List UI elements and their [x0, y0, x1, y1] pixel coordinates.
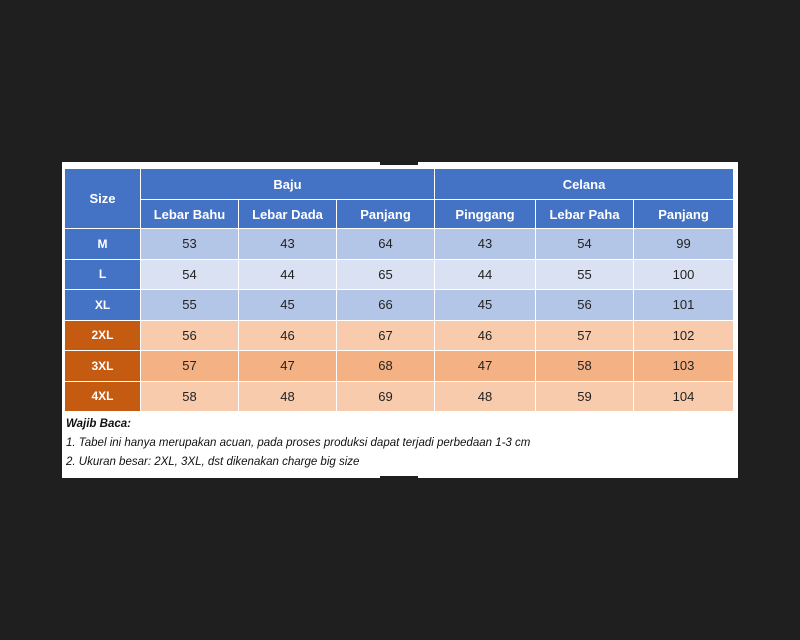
- group-header-baju: Baju: [139, 168, 436, 200]
- table-cell: 66: [335, 289, 436, 321]
- table-cell: 43: [434, 228, 537, 260]
- table-cell: 57: [535, 319, 635, 351]
- column-header-lebar-paha: Lebar Paha: [535, 199, 635, 229]
- table-row: 3XL 57 47 68 47 58 103: [64, 350, 735, 382]
- table-cell: 57: [140, 350, 239, 382]
- table-row: L 54 44 65 44 55 100: [64, 258, 735, 290]
- table-cell: 56: [535, 289, 635, 321]
- table-cell: 104: [633, 380, 735, 412]
- table-cell: 43: [238, 228, 337, 260]
- note-line-1: 1. Tabel ini hanya merupakan acuan, pada…: [66, 437, 531, 449]
- size-label: 3XL: [64, 350, 141, 382]
- table-cell: 44: [238, 258, 337, 290]
- size-chart-table: Size Baju Celana Lebar Bahu Lebar Dada P…: [64, 168, 735, 412]
- column-header-lebar-dada: Lebar Dada: [238, 199, 337, 229]
- size-label: 2XL: [64, 319, 141, 351]
- table-cell: 44: [434, 258, 537, 290]
- table-cell: 100: [633, 258, 735, 290]
- table-cell: 65: [335, 258, 436, 290]
- table-row: 4XL 58 48 69 48 59 104: [64, 380, 735, 412]
- table-cell: 68: [335, 350, 436, 382]
- table-cell: 55: [140, 289, 239, 321]
- table-cell: 67: [335, 319, 436, 351]
- table-cell: 45: [434, 289, 537, 321]
- note-line-2: 2. Ukuran besar: 2XL, 3XL, dst dikenakan…: [66, 456, 360, 468]
- table-cell: 47: [238, 350, 337, 382]
- table-cell: 54: [535, 228, 635, 260]
- table-cell: 46: [434, 319, 537, 351]
- image-seam-top: [380, 158, 418, 165]
- size-chart-card: Size Baju Celana Lebar Bahu Lebar Dada P…: [62, 162, 738, 478]
- column-header-panjang-celana: Panjang: [633, 199, 735, 229]
- table-cell: 53: [140, 228, 239, 260]
- size-column-header: Size: [64, 168, 141, 229]
- notes-section: Wajib Baca: 1. Tabel ini hanya merupakan…: [66, 415, 726, 472]
- table-cell: 48: [238, 380, 337, 412]
- table-row: 2XL 56 46 67 46 57 102: [64, 319, 735, 351]
- table-row: XL 55 45 66 45 56 101: [64, 289, 735, 321]
- table-cell: 103: [633, 350, 735, 382]
- table-cell: 59: [535, 380, 635, 412]
- table-cell: 55: [535, 258, 635, 290]
- column-header-lebar-bahu: Lebar Bahu: [140, 199, 239, 229]
- table-cell: 46: [238, 319, 337, 351]
- size-label: M: [64, 228, 141, 260]
- table-cell: 99: [633, 228, 735, 260]
- table-cell: 47: [434, 350, 537, 382]
- table-cell: 102: [633, 319, 735, 351]
- column-header-pinggang: Pinggang: [434, 199, 537, 229]
- table-cell: 58: [535, 350, 635, 382]
- image-seam-bottom: [380, 476, 418, 481]
- notes-title: Wajib Baca:: [66, 418, 131, 430]
- column-header-panjang-baju: Panjang: [335, 199, 436, 229]
- table-cell: 101: [633, 289, 735, 321]
- table-cell: 54: [140, 258, 239, 290]
- group-header-celana: Celana: [434, 168, 735, 200]
- table-row: M 53 43 64 43 54 99: [64, 228, 735, 260]
- size-label: 4XL: [64, 380, 141, 412]
- size-label: L: [64, 258, 141, 290]
- table-cell: 69: [335, 380, 436, 412]
- table-cell: 48: [434, 380, 537, 412]
- table-cell: 64: [335, 228, 436, 260]
- table-cell: 58: [140, 380, 239, 412]
- size-label: XL: [64, 289, 141, 321]
- table-cell: 56: [140, 319, 239, 351]
- table-cell: 45: [238, 289, 337, 321]
